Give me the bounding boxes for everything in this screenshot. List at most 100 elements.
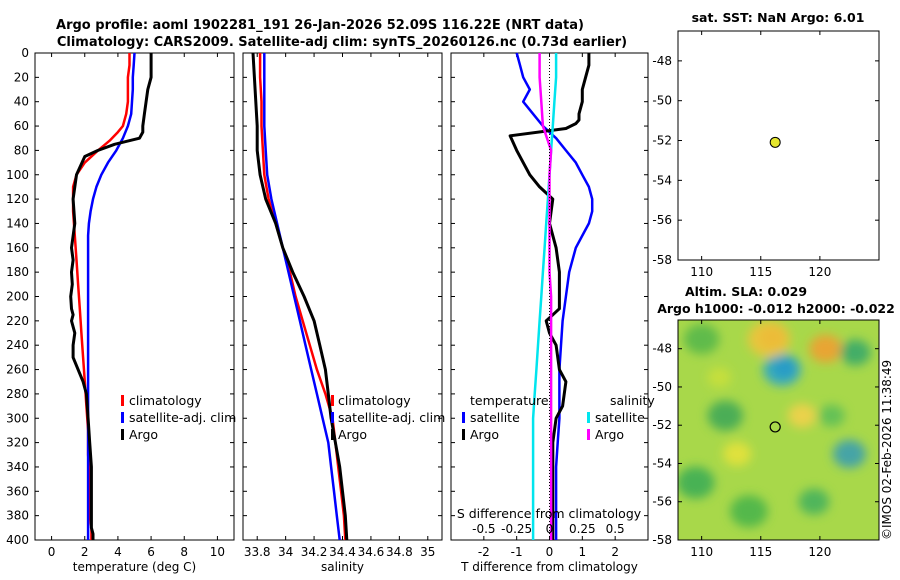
depth-tick-label: 180 <box>6 265 29 279</box>
salinity-diff-tick-label: -0.5 <box>472 522 495 536</box>
sla_map-xtick-label: 120 <box>808 545 831 559</box>
diff-legend-swatch <box>587 429 590 440</box>
sla-anomaly-blobs <box>678 321 871 528</box>
salinity-xtick-label: 34.4 <box>329 545 356 559</box>
temperature-xtick-label: 4 <box>114 545 122 559</box>
sla-anomaly-blob <box>763 353 801 386</box>
sla-anomaly-blob <box>798 488 830 515</box>
salinity-diff-tick-label: 0.5 <box>606 522 625 536</box>
sla-anomaly-blob <box>787 403 817 428</box>
salinity-series-argo <box>251 52 349 541</box>
salinity-xtick-label: 35 <box>420 545 435 559</box>
sal-legend-label: climatology <box>338 393 411 408</box>
sal-legend-swatch <box>331 429 334 440</box>
sst_map-ytick-label: -58 <box>652 253 672 267</box>
sal-legend-label: satellite-adj. clim <box>338 410 445 425</box>
sla_map-ytick-label: -50 <box>652 380 672 394</box>
depth-tick-label: 400 <box>6 533 29 547</box>
difference-series-t-argo <box>508 53 591 540</box>
diff-legend-swatch <box>462 429 465 440</box>
sla-anomaly-blob <box>809 334 843 363</box>
difference-series-s-satellite <box>531 53 558 540</box>
temperature-series-argo <box>69 53 153 540</box>
diff-legend-label: Argo <box>470 427 499 442</box>
sst_map-ytick-label: -50 <box>652 94 672 108</box>
difference-xtick-label: 1 <box>579 545 587 559</box>
sla-anomaly-blob <box>678 466 715 499</box>
diff-legend-swatch <box>587 412 590 423</box>
sst_map-ytick-label: -52 <box>652 134 672 148</box>
argo-position-marker <box>769 136 781 148</box>
salinity-xtick-label: 33.8 <box>244 545 271 559</box>
legend-salinity-header: salinity <box>610 393 655 408</box>
sst-title: sat. SST: NaN Argo: 6.01 <box>692 10 865 25</box>
temperature-series-satellite-adj--clim <box>86 52 136 540</box>
sla_map-ytick-label: -48 <box>652 342 672 356</box>
temperature-xtick-label: 0 <box>48 545 56 559</box>
diff-legend-label: satellite <box>595 410 645 425</box>
depth-tick-label: 60 <box>14 119 29 133</box>
temperature-frame <box>34 52 235 541</box>
sla_map-frame <box>677 319 880 541</box>
sla-anomaly-blob <box>839 339 871 366</box>
sal-legend-swatch <box>331 395 334 406</box>
sla-anomaly-blob <box>747 321 791 358</box>
depth-tick-label: 20 <box>14 70 29 84</box>
depth-tick-label: 320 <box>6 436 29 450</box>
depth-tick-label: 160 <box>6 241 29 255</box>
sla-anomaly-blob <box>832 439 866 468</box>
sst_map-xtick-label: 110 <box>690 265 713 279</box>
sst_map-ytick-label: -56 <box>652 213 672 227</box>
temperature-series-climatology <box>71 53 131 540</box>
salinity-xtick-label: 34.6 <box>358 545 385 559</box>
salinity-diff-tick-label: -0.25 <box>501 522 532 536</box>
salinity-diff-tick-label: 0 <box>546 522 554 536</box>
temp-legend-swatch <box>121 429 124 440</box>
depth-tick-label: 380 <box>6 509 29 523</box>
difference-xlabel: T difference from climatology <box>460 560 638 574</box>
sal-legend-label: Argo <box>338 427 367 442</box>
depth-tick-label: 360 <box>6 484 29 498</box>
temp-legend-label: Argo <box>129 427 158 442</box>
legend-temperature-header: temperature <box>470 393 549 408</box>
difference-xtick-label: -2 <box>478 545 490 559</box>
depth-tick-label: 300 <box>6 411 29 425</box>
difference-series-s-argo <box>538 53 553 540</box>
temp-legend-swatch <box>121 412 124 423</box>
temperature-xtick-label: 2 <box>81 545 89 559</box>
credit-text: ©IMOS 02-Feb-2026 11:38:49 <box>880 360 894 540</box>
temperature-panel: 0204060801001201401601802002202402602803… <box>6 46 236 574</box>
sla_map-ytick-label: -58 <box>652 533 672 547</box>
difference-xlabel-salinity: S difference from climatology <box>457 506 642 521</box>
salinity-series-satellite-adj--clim <box>263 53 341 541</box>
difference-series-t-satellite <box>515 52 594 540</box>
temperature-xtick-label: 8 <box>180 545 188 559</box>
sla-title-1: Altim. SLA: 0.029 <box>685 284 807 299</box>
sla-anomaly-blob <box>707 400 744 431</box>
sla-anomaly-blob <box>818 404 845 427</box>
depth-tick-label: 80 <box>14 143 29 157</box>
salinity-frame <box>242 52 443 541</box>
diff-legend-label: Argo <box>595 427 624 442</box>
depth-tick-label: 220 <box>6 314 29 328</box>
sst_map-xtick-label: 115 <box>749 265 772 279</box>
temp-legend-swatch <box>121 395 124 406</box>
temperature-xtick-label: 10 <box>210 545 225 559</box>
sla_map-ytick-label: -56 <box>652 495 672 509</box>
difference-panel: -2 -1 0 1 2T difference from climatology S di… <box>450 52 655 574</box>
depth-tick-label: 120 <box>6 192 29 206</box>
difference-xtick-label: -1 <box>511 545 523 559</box>
difference-xtick-label: 0 <box>546 545 554 559</box>
temperature-xlabel: temperature (deg C) <box>73 560 196 574</box>
salinity-panel: 33.8 34 34.2 34.4 34.6 34.8 35 salinity climatol… <box>242 52 445 574</box>
sla-anomaly-blob <box>722 441 752 466</box>
salinity-xlabel: salinity <box>321 560 364 574</box>
sla_map-xtick-label: 110 <box>690 545 713 559</box>
temp-legend-label: satellite-adj. clim <box>129 410 236 425</box>
sla_map-ytick-label: -52 <box>652 418 672 432</box>
depth-tick-label: 0 <box>21 46 29 60</box>
temp-legend-label: climatology <box>129 393 202 408</box>
sst_map-ytick-label: -48 <box>652 54 672 68</box>
sla-anomaly-blob <box>683 324 720 355</box>
salinity-xtick-label: 34.8 <box>386 545 413 559</box>
